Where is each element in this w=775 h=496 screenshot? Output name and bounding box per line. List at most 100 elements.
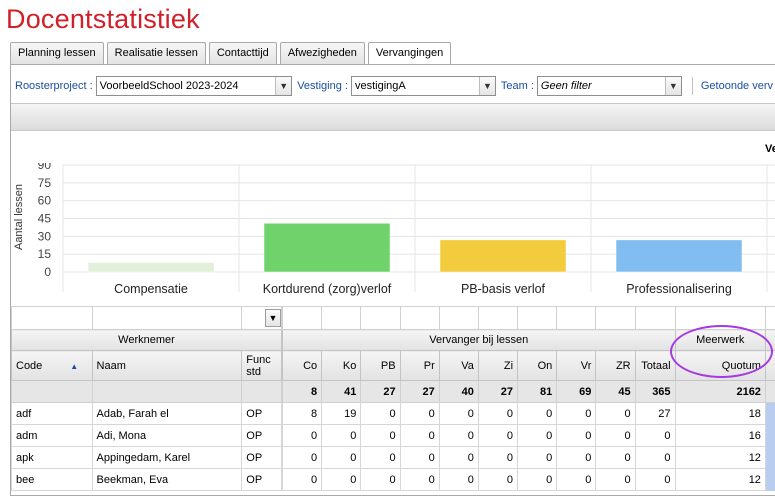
vr-filter-input[interactable] xyxy=(556,306,597,330)
va-filter-input[interactable] xyxy=(438,306,479,330)
pb-filter-input[interactable] xyxy=(360,306,401,330)
y-tick-label: 15 xyxy=(38,247,52,261)
column-header-on[interactable]: On xyxy=(517,350,558,381)
column-header-func[interactable]: Func std xyxy=(241,350,282,381)
cell-value: 0 xyxy=(399,424,440,447)
cell-value: 0 xyxy=(281,468,323,491)
cell-func: OP xyxy=(241,424,282,447)
column-header-ko[interactable]: Ko xyxy=(321,350,362,381)
total-cell: 40 xyxy=(438,380,479,403)
vestiging-select[interactable]: vestigingA ▼ xyxy=(350,76,496,96)
column-header-pb[interactable]: PB xyxy=(360,350,401,381)
totaal-filter-input[interactable] xyxy=(634,306,676,330)
chevron-down-icon[interactable]: ▼ xyxy=(264,309,281,327)
cell-code: bee xyxy=(11,468,93,491)
cell-value: 0 xyxy=(360,424,401,447)
cell-value: 0 xyxy=(477,468,519,491)
column-header-va[interactable]: Va xyxy=(438,350,479,381)
cell-value: 0 xyxy=(360,468,401,491)
total-cell: 27 xyxy=(399,380,440,403)
cell-value: 8 xyxy=(281,402,323,425)
cell-value: 0 xyxy=(595,446,636,469)
column-header-code[interactable]: Code ▲ xyxy=(11,350,93,381)
y-tick-label: 75 xyxy=(38,176,52,190)
chart-bar[interactable] xyxy=(615,239,743,273)
y-tick-label: 0 xyxy=(44,265,51,279)
cell-value: 18 xyxy=(674,402,766,425)
tab-vervangingen[interactable]: Vervangingen xyxy=(367,42,452,65)
toolbar-separator xyxy=(691,77,693,95)
y-tick-label: 90 xyxy=(38,163,52,172)
column-header-row: Code ▲ Naam Func std Co Ko PB Pr Va Zi On… xyxy=(11,350,775,381)
cell-value: 0 xyxy=(556,424,597,447)
column-header-totaal[interactable]: Totaal xyxy=(634,350,676,381)
group-header-row: Werknemer Vervanger bij lessen Meerwerk xyxy=(11,329,775,351)
chart-bar[interactable] xyxy=(439,239,567,273)
column-header-naam[interactable]: Naam xyxy=(91,350,243,381)
code-header-label: Code xyxy=(16,359,43,372)
cell-value: 12 xyxy=(674,468,766,491)
table-row[interactable]: apk Appingedam, Karel OP 0 0 0 0 0 0 0 0 0 0 12 xyxy=(11,446,775,469)
cell-value: 0 xyxy=(477,446,519,469)
zr-filter-input[interactable] xyxy=(595,306,636,330)
team-label: Team : xyxy=(500,80,534,92)
pr-filter-input[interactable] xyxy=(399,306,440,330)
column-header-vr[interactable]: Vr xyxy=(556,350,597,381)
on-filter-input[interactable] xyxy=(517,306,558,330)
vestiging-value: vestigingA xyxy=(354,80,406,92)
cell-code: adm xyxy=(11,424,93,447)
cell-value: 0 xyxy=(438,468,479,491)
cell-value: 19 xyxy=(321,402,362,425)
total-cell: 41 xyxy=(321,380,362,403)
getoonde-vervangingen-label[interactable]: Getoonde verv xyxy=(700,80,774,92)
co-filter-input[interactable] xyxy=(281,306,323,330)
cell-value: 0 xyxy=(556,468,597,491)
table-row[interactable]: bee Beekman, Eva OP 0 0 0 0 0 0 0 0 0 0 12 xyxy=(11,468,775,491)
chevron-down-icon[interactable]: ▼ xyxy=(275,77,292,95)
chevron-down-icon[interactable]: ▼ xyxy=(478,77,495,95)
cell-value: 0 xyxy=(360,446,401,469)
tab-contacttijd[interactable]: Contacttijd xyxy=(208,42,277,64)
func-filter-select[interactable]: ▼ xyxy=(241,306,282,330)
cell-value: 0 xyxy=(517,424,558,447)
cell-func: OP xyxy=(241,402,282,425)
x-category-label: Professionalisering xyxy=(626,282,732,296)
ko-filter-input[interactable] xyxy=(321,306,362,330)
column-header-pr[interactable]: Pr xyxy=(399,350,440,381)
cell-value: 0 xyxy=(438,446,479,469)
group-header-werknemer: Werknemer xyxy=(11,329,282,351)
data-table: ▼ Werknemer Vervanger bij lessen Mee xyxy=(11,306,775,491)
team-select[interactable]: Geen filter ▼ xyxy=(536,76,682,96)
cell-func: OP xyxy=(241,468,282,491)
roosterproject-select[interactable]: VoorbeeldSchool 2023-2024 ▼ xyxy=(95,76,293,96)
group-header-meerwerk: Meerwerk xyxy=(674,329,766,351)
team-value: Geen filter xyxy=(540,80,592,92)
zi-filter-input[interactable] xyxy=(477,306,519,330)
column-header-co[interactable]: Co xyxy=(281,350,323,381)
cell-code: apk xyxy=(11,446,93,469)
cell-value: 0 xyxy=(595,424,636,447)
cell-value: 0 xyxy=(556,402,597,425)
chart-bar[interactable] xyxy=(87,262,215,273)
column-header-quotum[interactable]: Quotum xyxy=(674,350,766,381)
cell-value: 16 xyxy=(674,424,766,447)
cell-value: 0 xyxy=(556,446,597,469)
quotum-filter-input[interactable] xyxy=(674,306,766,330)
total-cell: 2162 xyxy=(674,380,766,403)
cell-value: 0 xyxy=(438,424,479,447)
column-header-zi[interactable]: Zi xyxy=(477,350,519,381)
table-row[interactable]: adm Adi, Mona OP 0 0 0 0 0 0 0 0 0 0 16 xyxy=(11,424,775,447)
code-filter-input[interactable] xyxy=(11,306,93,330)
tab-realisatie-lessen[interactable]: Realisatie lessen xyxy=(106,42,206,64)
naam-filter-input[interactable] xyxy=(91,306,243,330)
chevron-down-icon[interactable]: ▼ xyxy=(664,77,681,95)
cell-value: 0 xyxy=(321,446,362,469)
tab-afwezigheden[interactable]: Afwezigheden xyxy=(279,42,365,64)
total-cell: 8 xyxy=(281,380,323,403)
roosterproject-value: VoorbeeldSchool 2023-2024 xyxy=(99,80,239,92)
tab-planning-lessen[interactable]: Planning lessen xyxy=(10,42,104,64)
chart-bar[interactable] xyxy=(263,223,391,273)
totals-row: 8 41 27 27 40 27 81 69 45 365 2162 xyxy=(11,380,775,403)
column-header-zr[interactable]: ZR xyxy=(595,350,636,381)
table-row[interactable]: adf Adab, Farah el OP 8 19 0 0 0 0 0 0 0 27 18 xyxy=(11,402,775,425)
